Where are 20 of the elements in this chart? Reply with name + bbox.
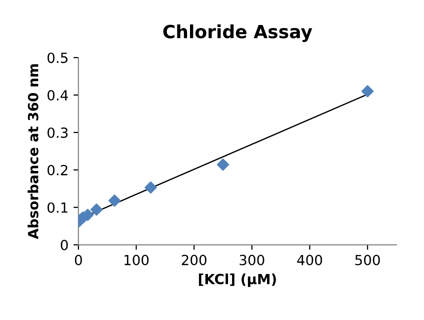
point xyxy=(144,181,157,194)
y-tick-label: 0.5 xyxy=(48,52,68,64)
y-axis-title: Absorbance at 360 nm xyxy=(28,64,38,240)
y-tick-label: 0 xyxy=(60,240,68,250)
y-tick-label: 0.4 xyxy=(48,90,68,101)
y-tick-label: 0.1 xyxy=(48,202,68,213)
point xyxy=(108,194,121,207)
x-tick-label: 300 xyxy=(240,254,264,266)
x-tick-label: 400 xyxy=(297,254,322,266)
chart-title: Chloride Assay xyxy=(163,24,312,42)
point xyxy=(216,158,230,171)
point xyxy=(90,204,103,216)
x-tick-label: 200 xyxy=(182,254,206,266)
point xyxy=(361,85,374,98)
x-tick-label: 500 xyxy=(355,254,380,266)
x-axis-title: [KCl] (µM) xyxy=(198,274,276,287)
x-tick-label: 0 xyxy=(74,254,82,266)
y-tick-label: 0.2 xyxy=(48,164,68,176)
y-tick-label: 0.3 xyxy=(48,127,68,138)
x-tick-label: 100 xyxy=(124,254,149,266)
